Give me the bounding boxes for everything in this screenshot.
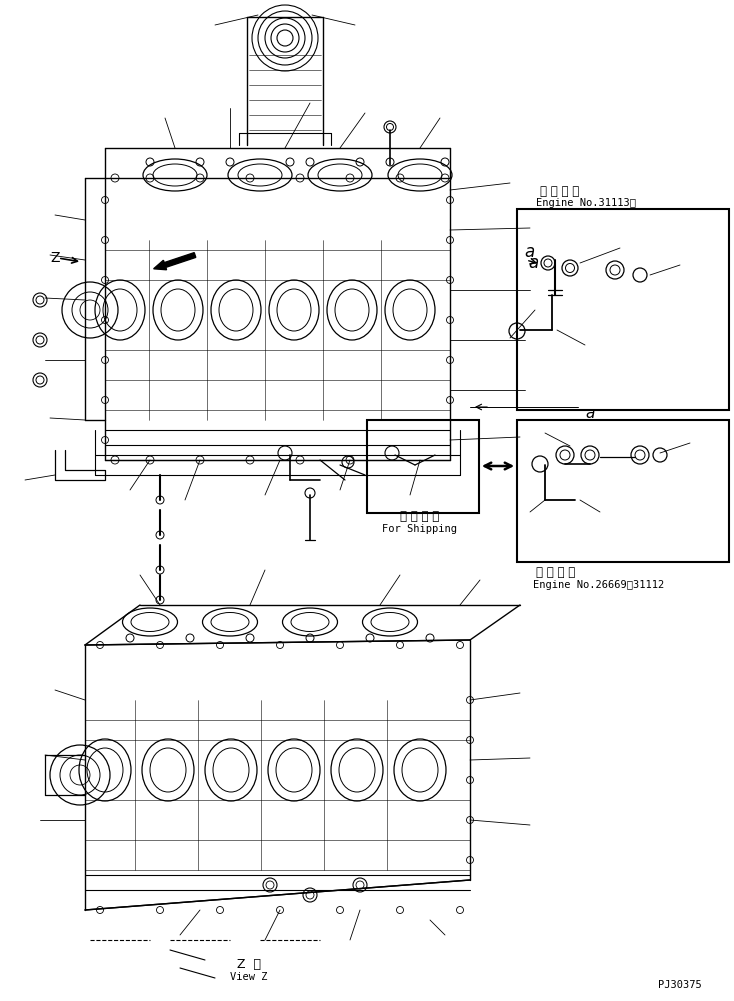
Text: 適 用 号 機: 適 用 号 機	[536, 566, 575, 579]
Text: 適 用 号 機: 適 用 号 機	[540, 185, 579, 198]
Text: a: a	[528, 254, 538, 272]
Text: For Shipping: For Shipping	[382, 524, 457, 534]
Text: a: a	[524, 243, 534, 261]
Circle shape	[277, 30, 293, 46]
FancyArrow shape	[153, 252, 196, 269]
Text: Engine No.31113～: Engine No.31113～	[536, 198, 636, 208]
Text: a: a	[585, 406, 595, 421]
Bar	[517, 209, 729, 410]
Text: Z: Z	[50, 251, 59, 265]
Bar	[517, 420, 729, 562]
Bar	[367, 420, 479, 513]
Text: Z  視: Z 視	[237, 958, 261, 971]
Text: View Z: View Z	[230, 972, 268, 982]
Text: PJ30375: PJ30375	[658, 980, 702, 990]
Text: 運 搬 部 品: 運 搬 部 品	[400, 510, 440, 523]
Text: Engine No.26669～31112: Engine No.26669～31112	[533, 580, 664, 590]
